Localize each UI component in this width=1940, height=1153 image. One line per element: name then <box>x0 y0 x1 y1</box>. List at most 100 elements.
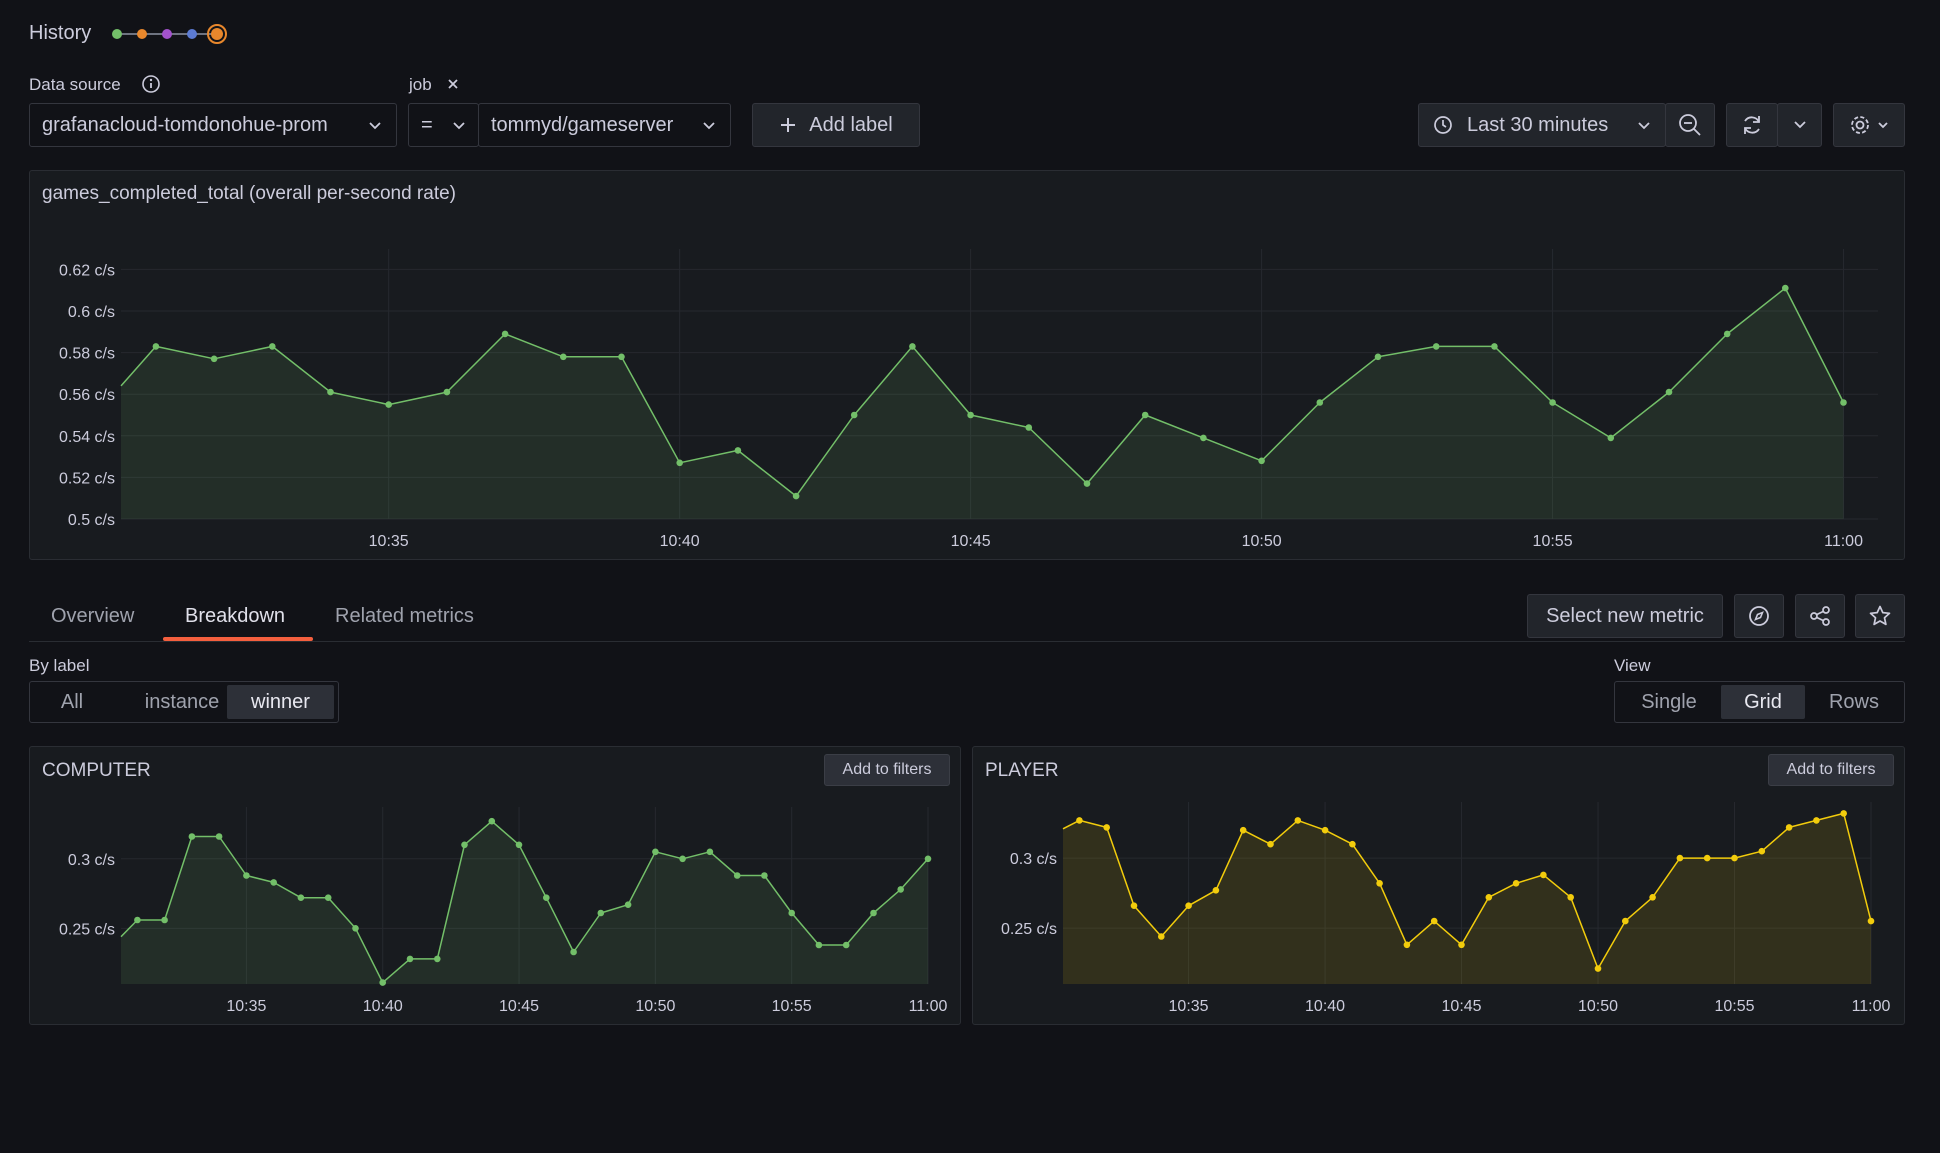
tab-overview[interactable]: Overview <box>51 605 135 627</box>
by-label-option-instance[interactable]: instance <box>144 690 220 713</box>
data-point <box>679 855 686 863</box>
y-tick-label: 0.6 c/s <box>68 304 115 321</box>
by-label-title: By label <box>29 656 90 675</box>
y-tick-label: 0.3 c/s <box>68 852 115 869</box>
view-option-single[interactable]: Single <box>1641 690 1697 713</box>
x-tick-label: 10:50 <box>1242 533 1282 550</box>
data-point <box>297 894 305 901</box>
x-tick-label: 10:50 <box>635 998 675 1015</box>
data-point <box>624 901 632 908</box>
chevron-down-icon <box>1793 121 1806 129</box>
data-point <box>734 447 742 454</box>
breakdown-panel-computer: COMPUTER Add to filters 0.25 c/s 0.3 c/s 1… <box>29 746 961 1025</box>
data-point <box>676 459 683 467</box>
x-tick-label: 10:40 <box>660 533 700 550</box>
tab-related-metrics[interactable]: Related metrics <box>335 605 474 627</box>
share-icon <box>1810 606 1830 626</box>
datasource-picker[interactable]: grafanacloud-tomdonohue-prom <box>29 103 397 147</box>
settings-button[interactable] <box>1833 103 1905 147</box>
job-value: tommyd/gameserver <box>491 113 674 136</box>
series-area <box>121 821 928 984</box>
data-point <box>543 894 550 901</box>
operator-value: = <box>421 113 433 136</box>
refresh-button[interactable] <box>1726 103 1778 147</box>
data-point <box>1540 871 1547 879</box>
by-label-selector: All instance winner <box>29 681 339 723</box>
player-chart[interactable]: 0.25 c/s 0.3 c/s 10:35 10:40 10:45 10:50 10:55… <box>973 747 1904 1024</box>
data-point <box>1141 411 1149 419</box>
by-label-option-winner[interactable]: winner <box>227 685 334 719</box>
data-point <box>1567 894 1574 901</box>
view-option-rows[interactable]: Rows <box>1828 690 1879 713</box>
explore-button[interactable] <box>1734 594 1784 638</box>
data-point <box>152 343 160 350</box>
data-point <box>1867 917 1875 925</box>
data-point <box>909 343 916 350</box>
add-label-button[interactable]: Add label <box>752 103 920 147</box>
y-tick-label: 0.56 c/s <box>59 387 115 404</box>
data-point <box>1758 847 1766 855</box>
bookmark-button[interactable] <box>1855 594 1905 638</box>
data-point <box>1665 388 1673 396</box>
data-point <box>1316 399 1324 406</box>
x-tick-label: 10:55 <box>1533 533 1573 550</box>
add-to-filters-button[interactable]: Add to filters <box>1768 754 1894 786</box>
refresh-interval-button[interactable] <box>1777 103 1822 147</box>
data-point <box>850 411 858 419</box>
add-to-filters-button[interactable]: Add to filters <box>824 754 950 786</box>
by-label-option-all[interactable]: All <box>60 690 84 713</box>
refresh-icon <box>1744 116 1760 134</box>
data-point <box>570 948 577 956</box>
zoom-out-button[interactable] <box>1665 103 1715 147</box>
data-point <box>924 855 932 863</box>
data-point <box>1403 941 1411 949</box>
series-area <box>1063 813 1871 984</box>
history-step-dot <box>137 29 147 39</box>
job-value-select[interactable]: tommyd/gameserver <box>478 103 731 147</box>
operator-select[interactable]: = <box>408 103 479 147</box>
view-option-grid[interactable]: Grid <box>1721 685 1805 719</box>
data-point <box>1549 399 1556 406</box>
select-new-metric-text: Select new metric <box>1546 604 1704 627</box>
share-button[interactable] <box>1795 594 1845 638</box>
star-icon <box>1869 605 1891 626</box>
data-point <box>792 492 800 500</box>
data-point <box>1512 880 1520 887</box>
chevron-down-icon <box>453 122 465 130</box>
data-point <box>243 872 250 879</box>
data-point <box>1267 840 1274 848</box>
breakdown-panel-player: PLAYER Add to filters 0.25 c/s 0.3 c/s 10:… <box>972 746 1905 1025</box>
data-point <box>1239 826 1247 834</box>
info-icon[interactable] <box>141 74 161 94</box>
data-point <box>1376 880 1383 887</box>
data-point <box>1158 933 1165 940</box>
main-chart[interactable]: 0.5 c/s 0.52 c/s 0.54 c/s 0.56 c/s 0.58 c/s 0… <box>30 171 1904 559</box>
data-point <box>1840 810 1847 817</box>
data-point <box>1785 824 1793 831</box>
remove-filter-icon[interactable] <box>446 77 460 91</box>
x-tick-label: 10:35 <box>226 998 266 1015</box>
data-point <box>788 909 795 917</box>
data-point <box>379 979 387 986</box>
data-point <box>870 909 877 917</box>
datasource-value: grafanacloud-tomdonohue-prom <box>42 113 328 136</box>
data-point <box>406 955 414 963</box>
data-point <box>269 343 276 350</box>
x-tick-label: 11:00 <box>1852 998 1891 1015</box>
computer-chart[interactable]: 0.25 c/s 0.3 c/s 10:35 10:40 10:45 10:50 10:55… <box>30 747 960 1024</box>
add-label-text: Add label <box>809 113 893 136</box>
clock-icon <box>1434 116 1452 134</box>
time-range-label: Last 30 minutes <box>1467 113 1609 136</box>
x-tick-label: 11:00 <box>909 998 948 1015</box>
data-point <box>733 872 741 879</box>
history-step-dot <box>187 29 197 39</box>
history-step-dot <box>162 29 172 39</box>
gear-icon <box>1851 116 1869 134</box>
history-timeline[interactable] <box>108 19 228 49</box>
data-point <box>1432 343 1440 350</box>
history-step-dot <box>207 24 227 44</box>
select-new-metric-button[interactable]: Select new metric <box>1527 594 1723 638</box>
tab-breakdown[interactable]: Breakdown <box>185 605 286 627</box>
time-range-picker[interactable]: Last 30 minutes <box>1418 103 1666 147</box>
y-tick-label: 0.3 c/s <box>1010 851 1057 868</box>
